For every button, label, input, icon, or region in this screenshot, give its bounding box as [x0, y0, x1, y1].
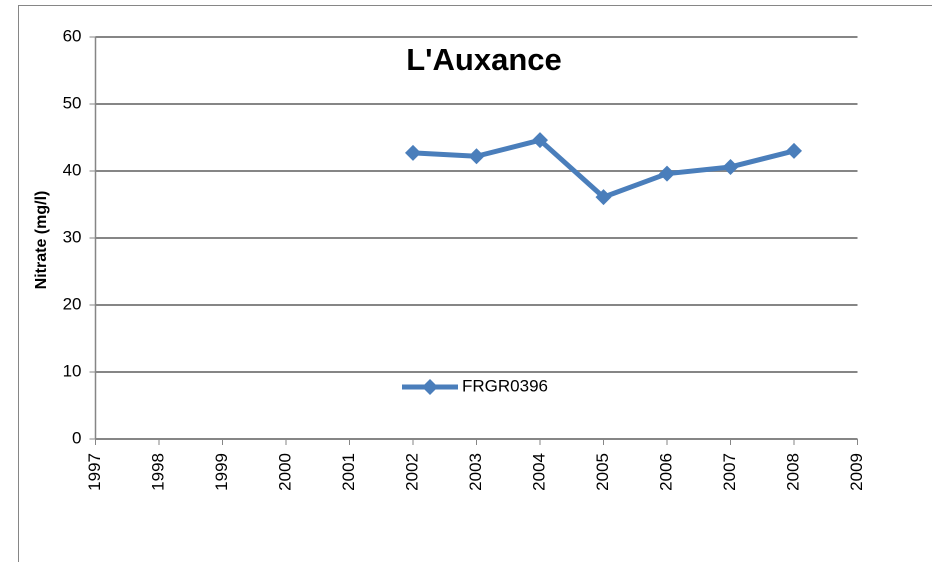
- chart-title: L'Auxance: [406, 42, 562, 77]
- y-tick-label: 30: [63, 227, 82, 246]
- x-tick-label: 2002: [402, 453, 421, 491]
- x-tick-label: 2003: [466, 453, 485, 491]
- x-tick-label: 2001: [339, 453, 358, 491]
- legend-label: FRGR0396: [462, 376, 548, 395]
- x-tick-label: 1997: [85, 453, 104, 491]
- x-tick-label: 2000: [275, 453, 294, 491]
- y-axis-label: Nitrate (mg/l): [33, 191, 50, 290]
- x-tick-label: 1998: [148, 453, 167, 491]
- y-tick-label: 20: [63, 294, 82, 313]
- y-tick-label: 10: [63, 361, 82, 380]
- x-tick-label: 2006: [656, 453, 675, 491]
- x-tick-label: 2004: [529, 453, 548, 491]
- y-tick-label: 40: [63, 160, 82, 179]
- y-tick-label: 0: [72, 428, 81, 447]
- x-tick-label: 2009: [847, 453, 866, 491]
- x-tick-label: 2008: [783, 453, 802, 491]
- y-tick-label: 50: [63, 93, 82, 112]
- x-tick-label: 2007: [720, 453, 739, 491]
- y-tick-label: 60: [63, 26, 82, 45]
- x-tick-label: 2005: [593, 453, 612, 491]
- x-tick-label: 1999: [212, 453, 231, 491]
